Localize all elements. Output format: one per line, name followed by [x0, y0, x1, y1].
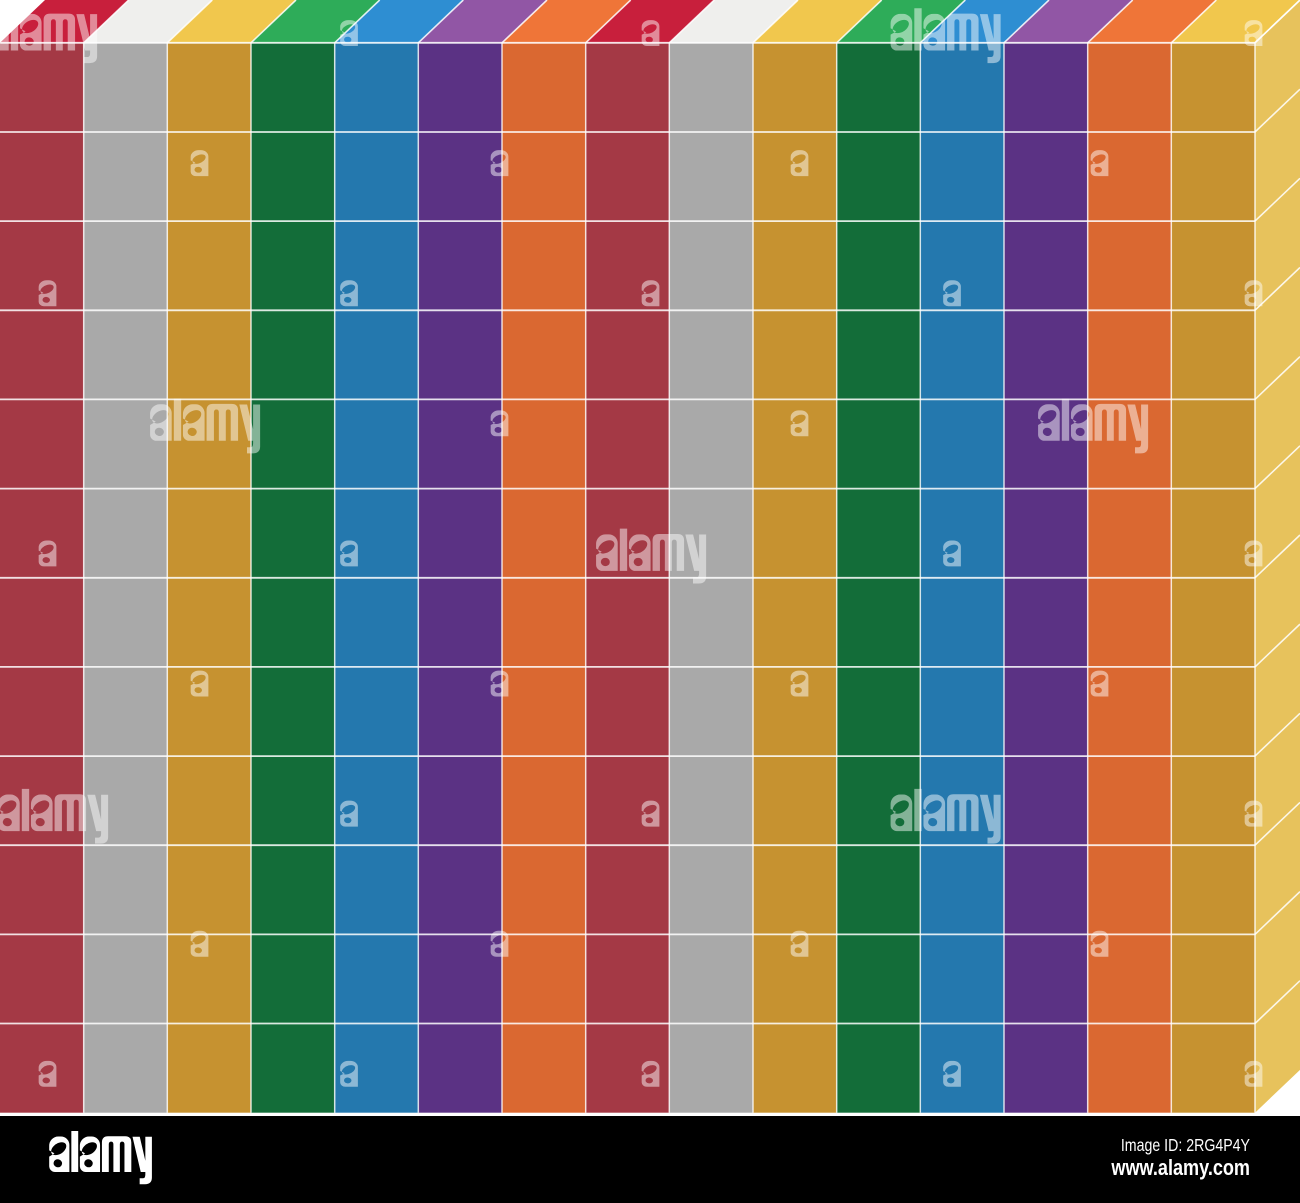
- svg-text:www.alamy.com: www.alamy.com: [1111, 1155, 1250, 1180]
- svg-text:Image ID: 2RG4P4Y: Image ID: 2RG4P4Y: [1121, 1137, 1251, 1156]
